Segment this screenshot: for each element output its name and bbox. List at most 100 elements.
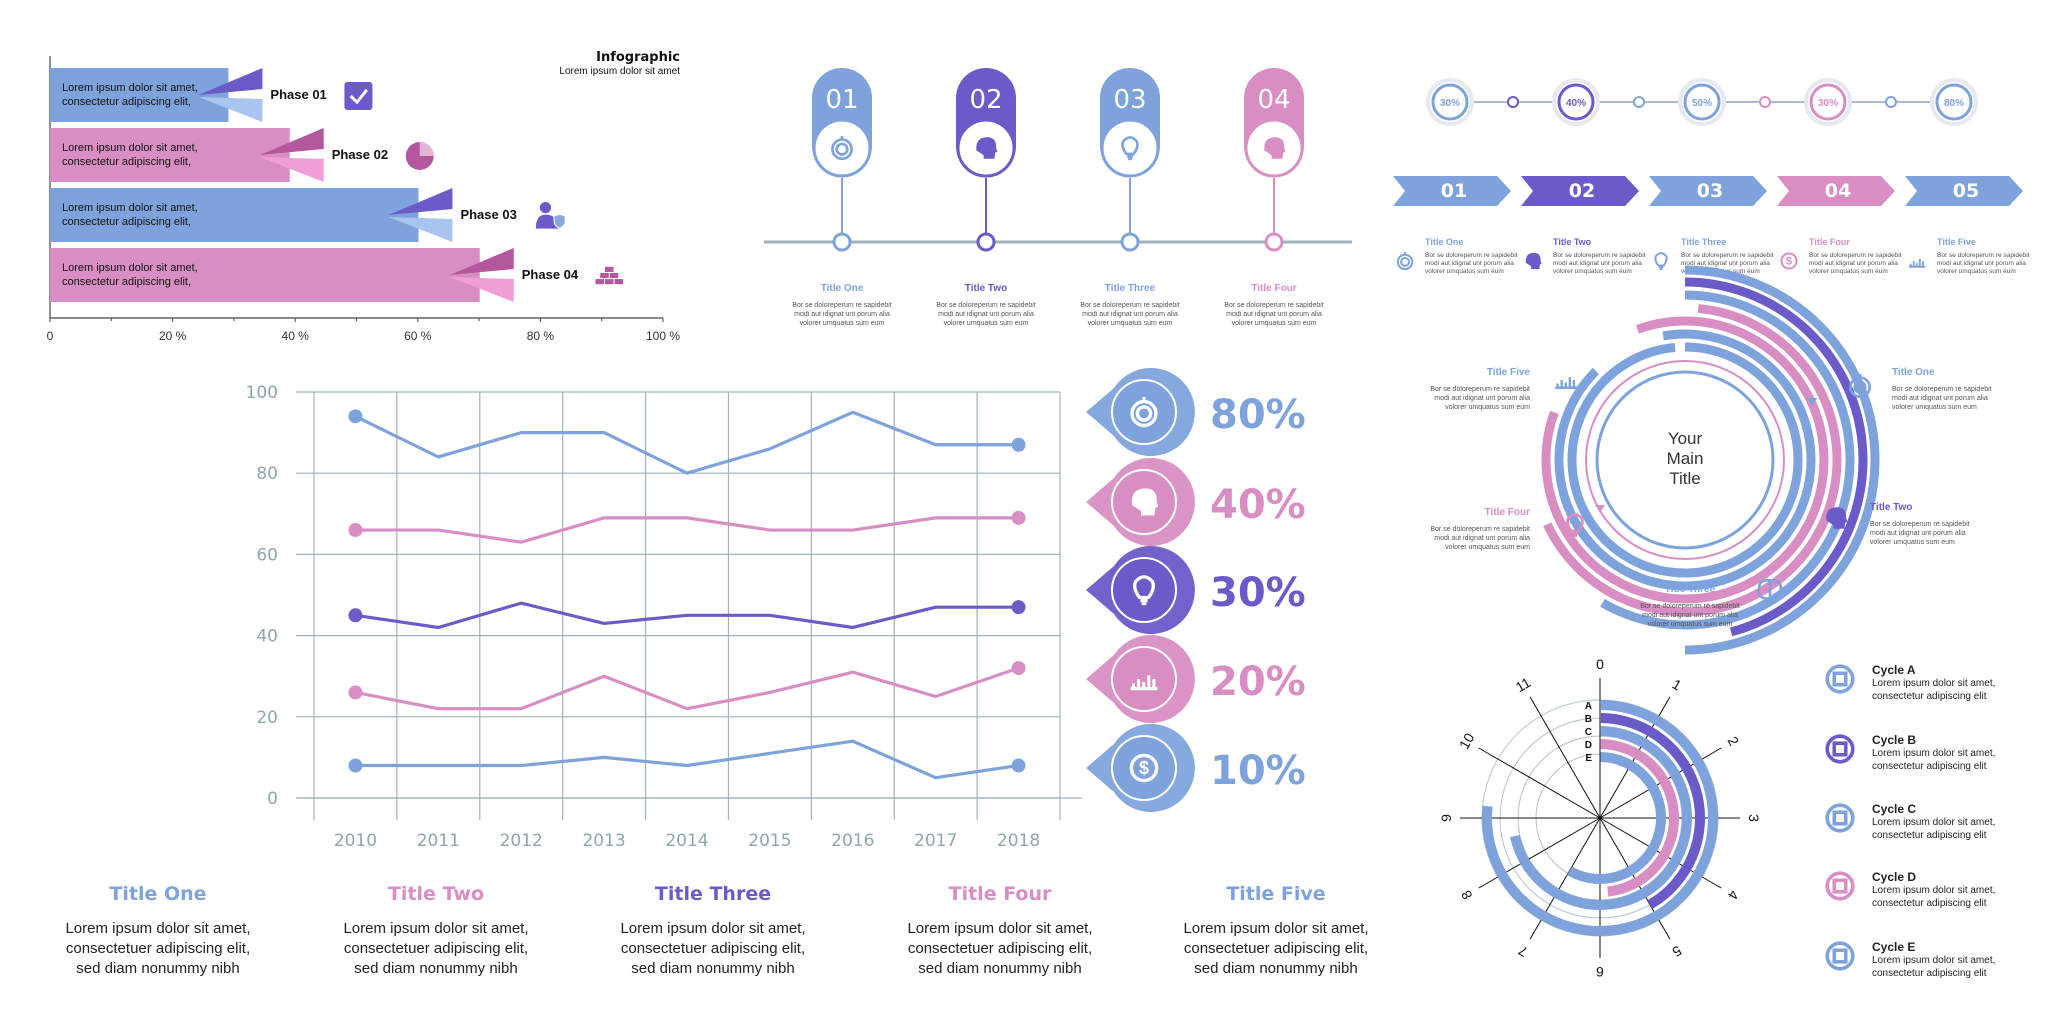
pin-value: 30% (1210, 570, 1306, 616)
step-arrow (1393, 176, 1511, 206)
radial-center-text: Your (1668, 429, 1703, 448)
cycle-bar (1600, 713, 1705, 909)
step-title: Title One (1425, 237, 1463, 247)
cycle-item: Cycle A Lorem ipsum dolor sit amet, consec… (1872, 663, 2048, 703)
step-body: volorer umquatus sum eum (1425, 268, 1504, 275)
svg-text:$: $ (1786, 256, 1792, 268)
step-body: modi aut idignat unt porum alia (1553, 260, 1642, 267)
chart-icon (1908, 258, 1926, 268)
step-arrow (1521, 176, 1639, 206)
step-percent: 50% (1692, 98, 1712, 109)
bulb-icon (1133, 575, 1155, 606)
series-end-point (1011, 600, 1026, 615)
radial-body: modi aut idignat unt porum alia (1642, 612, 1738, 619)
step-body: Bor se doloreperum re sapidebit (1425, 252, 1518, 259)
cycle-item: Cycle C Lorem ipsum dolor sit amet, consec… (1872, 802, 2048, 842)
bottom-title-block: Title Five Lorem ipsum dolor sit amet, con… (1161, 883, 1391, 979)
x-tick-label: 100 % (646, 329, 680, 343)
timeline-node (1120, 232, 1140, 252)
phase-bar-text: Lorem ipsum dolor sit amet, (62, 262, 198, 274)
cycle-spoke (1478, 747, 1601, 819)
timeline-title: Title One (821, 283, 864, 294)
step-title: Title Three (1681, 237, 1726, 247)
step-body: modi aut idignat unt porum alia (1809, 260, 1898, 267)
cycle-item: Cycle D Lorem ipsum dolor sit amet, consec… (1872, 870, 2048, 910)
timeline-title: Title Two (965, 283, 1007, 294)
radial-body: volorer umquatus sum eum (1445, 544, 1530, 551)
timeline-step: 04 Title Four Bor se doloreperum re sapide… (1224, 68, 1324, 327)
bottom-text: Lorem ipsum dolor sit amet, (343, 920, 529, 937)
puzzle-head-icon (1826, 507, 1848, 529)
y-tick-label: 80 (256, 464, 278, 484)
phase-flag-dark (449, 248, 514, 275)
pin-inner (1111, 646, 1177, 712)
step-percent: 30% (1818, 98, 1838, 109)
legend-pins: 80% 40% 30% 20% $10% (1086, 368, 1306, 812)
handshake-icon (1825, 803, 1855, 833)
step-body: volorer umquatus sum eum (1553, 268, 1632, 275)
steps-connector-dot (1633, 96, 1645, 108)
bottom-text: consectetuer adipiscing elit, (1183, 940, 1369, 957)
cycle-spoke (1529, 696, 1601, 819)
cycle-name: Cycle D (1872, 870, 1917, 884)
series-end-point (348, 409, 363, 424)
pin-inner (1111, 735, 1177, 801)
series-end-point (348, 685, 363, 700)
timeline-number: 01 (825, 85, 858, 115)
timeline-icon-circle (812, 118, 872, 178)
cycle-name: Cycle C (1872, 802, 1917, 816)
check-icon (344, 82, 373, 110)
bottom-text: sed diam nonummy nibh (354, 960, 518, 977)
steps-svg: 30% 40% 50% 30% 80% 01 Title One Bor se dolorep… (1393, 78, 2030, 275)
timeline-section: 01 Title One Bor se doloreperum re sapideb… (0, 0, 1400, 350)
phase-chart-title: Infographic (596, 50, 680, 65)
line-chart-svg: 0 20 40 60 80 100 2010 2011 2012 2013 2014 2015 2016… (246, 383, 1082, 851)
step-arrow-label: 02 (1569, 180, 1595, 202)
step-percent: 30% (1440, 98, 1460, 109)
radial-center (1595, 370, 1775, 550)
radial-ring (1543, 304, 1842, 617)
cycle-axis-label: 11 (1513, 674, 1534, 695)
phase-bar-text: consectetur adipiscing elit, (62, 96, 191, 108)
series-line (355, 601, 1019, 630)
x-tick-label: 2015 (748, 831, 791, 851)
cycle-text: consectetur adipiscing elit (1872, 968, 1987, 979)
radial-center-text: Main (1667, 449, 1704, 468)
y-tick-label: 40 (256, 627, 278, 647)
timeline-body: Bor se doloreperum re sapidebit (792, 302, 892, 309)
step-arrow (1905, 176, 2023, 206)
timeline-svg: 01 Title One Bor se doloreperum re sapideb… (764, 68, 1352, 327)
timeline-node (976, 232, 996, 252)
cycle-category-label: C (1585, 727, 1592, 738)
step-title: Title Five (1937, 237, 1976, 247)
bottom-text: consectetuer adipiscing elit, (343, 940, 529, 957)
timeline-icon-circle (1100, 118, 1160, 178)
x-tick-label: 80 % (527, 329, 555, 343)
series-line (355, 666, 1020, 711)
radial-body: Bor se doloreperum re sapidebit (1892, 386, 1992, 393)
timeline-number: 02 (969, 85, 1002, 115)
phase-bar-chart: Infographic Lorem ipsum dolor sit amet 0… (0, 0, 700, 350)
bottom-title: Title Two (387, 883, 485, 905)
pie-icon (405, 142, 434, 170)
cycle-axis-label: 2 (1724, 734, 1742, 749)
phase-label: Phase 02 (332, 147, 388, 162)
step-title: Title Four (1809, 237, 1850, 247)
x-tick-label: 60 % (404, 329, 432, 343)
cycle-axis-label: 8 (1458, 887, 1476, 902)
cycle-bar (1482, 700, 1718, 936)
series-line (355, 739, 1019, 780)
cycle-bar (1567, 752, 1666, 884)
cycle-category-label: E (1585, 753, 1592, 764)
timeline-body: volorer umquatus sum eum (800, 320, 885, 327)
series-end-point (1011, 661, 1026, 676)
timeline-node (832, 232, 852, 252)
cycle-axis-label: 7 (1515, 942, 1530, 960)
cycle-name: Cycle E (1872, 940, 1916, 954)
cycle-text: consectetur adipiscing elit (1872, 830, 1987, 841)
radial-ring (1684, 265, 1880, 655)
radial-ring (1554, 329, 1816, 591)
x-tick-label: 2010 (334, 831, 377, 851)
